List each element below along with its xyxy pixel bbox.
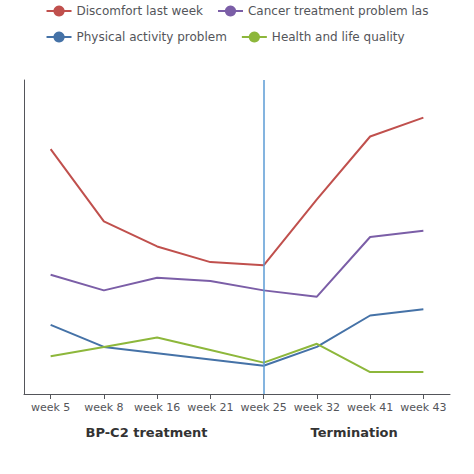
svg-text:Termination: Termination bbox=[311, 425, 398, 440]
svg-text:week 5: week 5 bbox=[31, 401, 70, 414]
svg-text:week 21: week 21 bbox=[187, 401, 233, 414]
svg-text:week 43: week 43 bbox=[400, 401, 446, 414]
svg-text:Cancer treatment problem las: Cancer treatment problem las bbox=[248, 4, 428, 18]
svg-text:week 8: week 8 bbox=[84, 401, 123, 414]
svg-text:week 41: week 41 bbox=[347, 401, 393, 414]
svg-text:week 16: week 16 bbox=[134, 401, 180, 414]
svg-text:Physical activity problem: Physical activity problem bbox=[77, 30, 227, 44]
svg-text:BP-C2 treatment: BP-C2 treatment bbox=[85, 425, 207, 440]
svg-text:week 25: week 25 bbox=[240, 401, 286, 414]
svg-text:Discomfort last week: Discomfort last week bbox=[77, 4, 204, 18]
svg-text:week 32: week 32 bbox=[294, 401, 340, 414]
svg-text:Health and life quality: Health and life quality bbox=[272, 30, 405, 44]
